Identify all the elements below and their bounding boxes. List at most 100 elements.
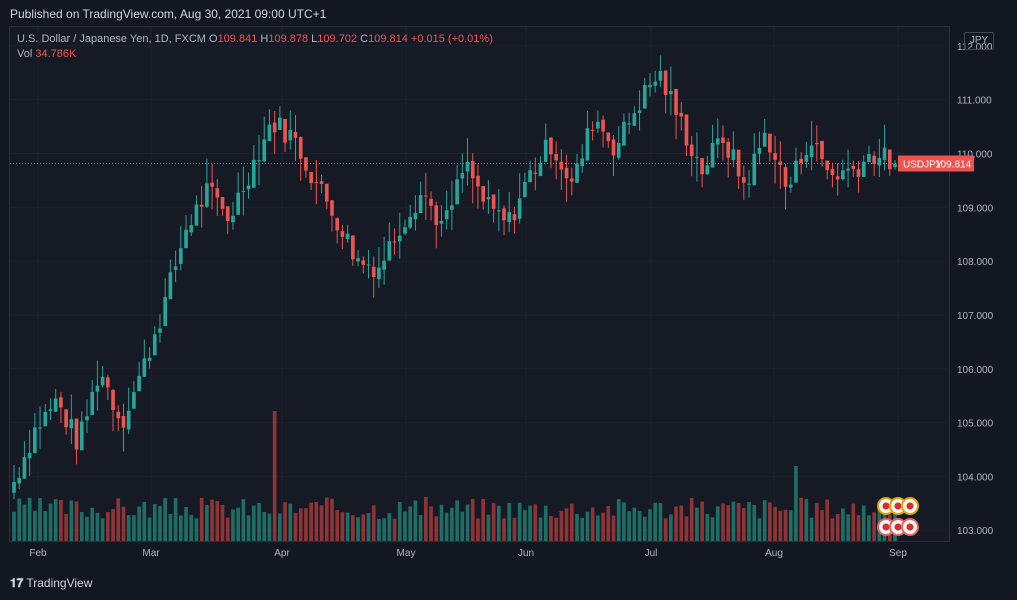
candle-body: [387, 241, 392, 261]
candle-body: [877, 157, 882, 166]
chart-pane[interactable]: [9, 26, 950, 542]
candle-body: [121, 416, 126, 428]
candle-body: [173, 266, 178, 270]
high-value: 109.878: [268, 33, 309, 45]
volume-label: Vol: [17, 48, 33, 60]
candle-body: [142, 358, 147, 377]
candle-body: [861, 161, 866, 177]
volume-bar: [236, 507, 240, 541]
volume-bar: [241, 499, 246, 541]
volume-bar: [283, 502, 287, 541]
candle-body: [408, 216, 413, 228]
candle-body: [90, 391, 95, 415]
candle-body: [715, 138, 720, 145]
volume-bar: [538, 517, 543, 541]
volume-bar: [194, 518, 199, 541]
volume-bar: [53, 499, 58, 541]
volume-bar: [27, 497, 32, 541]
candle-body: [741, 177, 746, 183]
candle-body: [653, 81, 658, 86]
candle-body: [429, 198, 433, 206]
candle-body: [679, 112, 684, 117]
volume-bar: [684, 516, 689, 541]
volume-bar: [345, 512, 350, 541]
currency-button[interactable]: JPY: [964, 32, 994, 50]
candle-body: [721, 137, 725, 143]
chart-legend: U.S. Dollar / Japanese Yen, 1D, FXCM O10…: [17, 32, 493, 62]
candle-body: [95, 385, 100, 392]
volume-bar: [710, 517, 715, 541]
volume-bar: [397, 501, 402, 541]
volume-bar: [356, 517, 360, 541]
volume-bar: [580, 517, 585, 541]
volume-bar: [663, 518, 668, 541]
volume-bar: [616, 499, 621, 541]
volume-bar: [85, 516, 89, 541]
candle-body: [517, 198, 522, 219]
candle-body: [642, 85, 647, 109]
volume-bar: [137, 506, 141, 541]
candle-body: [345, 233, 350, 240]
volume-bar: [867, 515, 871, 541]
candle-body: [710, 143, 715, 168]
volume-bar: [564, 508, 569, 541]
candle-body: [335, 218, 340, 231]
candle-body: [601, 119, 605, 132]
candle-body: [53, 398, 58, 412]
event-flag-icon: [894, 523, 902, 531]
volume-bar: [220, 504, 225, 541]
volume-bar: [601, 512, 605, 541]
volume-bar: [304, 508, 308, 541]
volume-bar: [142, 501, 147, 541]
candle-body: [241, 191, 246, 193]
volume-bar: [470, 498, 475, 541]
candle-body: [465, 161, 470, 172]
tradingview-logo[interactable]: 𝟏𝟕 TradingView: [10, 576, 92, 591]
volume-bar: [12, 511, 16, 541]
candle-body: [298, 137, 303, 159]
candle-body: [257, 160, 261, 162]
candle-body: [319, 181, 324, 184]
volume-bar: [79, 512, 84, 541]
volume-bar: [622, 502, 626, 541]
candle-body: [773, 153, 777, 160]
candle-body: [496, 210, 501, 212]
event-flag-icon: [882, 502, 890, 510]
candle-body: [580, 158, 585, 167]
volume-bar: [361, 514, 366, 541]
volume-bar: [481, 498, 485, 541]
candle-body: [669, 90, 673, 95]
candle-body: [439, 220, 444, 224]
candle-body: [116, 411, 121, 419]
volume-bar: [491, 503, 496, 541]
volume-bar: [288, 503, 293, 541]
volume-bar: [33, 510, 37, 541]
volume-bar: [658, 502, 663, 541]
volume-bar: [606, 506, 611, 541]
candle-body: [361, 260, 366, 265]
symbol-description: U.S. Dollar / Japanese Yen, 1D, FXCM: [17, 33, 206, 45]
candle-body: [799, 158, 803, 164]
candle-body: [278, 117, 282, 131]
volume-bar: [768, 502, 772, 541]
volume-bar: [111, 509, 115, 541]
candle-body: [59, 397, 63, 408]
candle-body: [424, 195, 428, 197]
candle-body: [215, 188, 220, 198]
volume-bar: [486, 514, 491, 541]
y-tick-label: 107.000: [957, 311, 994, 322]
volume-bar: [872, 512, 876, 541]
volume-bar: [90, 507, 95, 541]
candle-body: [382, 260, 386, 270]
price-tag: USDJPY 109.814: [898, 155, 974, 172]
candle-body: [126, 410, 131, 430]
candle-body: [74, 418, 79, 450]
volume-bar: [324, 497, 329, 541]
volume-bar: [757, 518, 762, 541]
candle-body: [523, 182, 527, 198]
candle-body: [481, 186, 485, 202]
volume-bar: [351, 515, 355, 541]
volume-bar: [841, 508, 845, 541]
volume-bar: [246, 515, 251, 541]
